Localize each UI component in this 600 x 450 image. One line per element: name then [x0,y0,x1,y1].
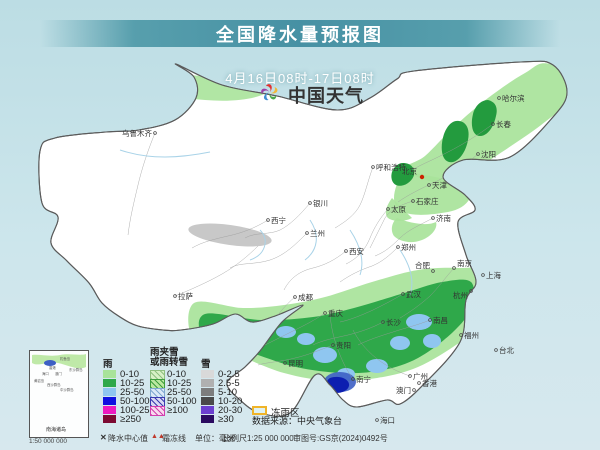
svg-text:长春: 长春 [496,119,511,129]
svg-text:东沙群岛: 东沙群岛 [69,367,83,372]
svg-text:武汉: 武汉 [406,289,421,299]
svg-text:台北: 台北 [499,345,514,355]
svg-text:上海: 上海 [486,270,501,280]
svg-text:海口: 海口 [42,371,49,376]
svg-text:重庆: 重庆 [328,308,343,318]
svg-text:南京: 南京 [457,258,472,268]
svg-text:郑州: 郑州 [401,242,416,252]
svg-text:银川: 银川 [313,199,328,208]
svg-text:合肥: 合肥 [415,260,430,270]
svg-text:哈尔滨: 哈尔滨 [502,93,525,103]
svg-text:西宁: 西宁 [271,215,286,225]
svg-text:澳门: 澳门 [396,385,411,395]
svg-text:石家庄: 石家庄 [416,196,439,206]
svg-text:福州: 福州 [464,331,479,340]
svg-text:拉萨: 拉萨 [178,291,193,301]
svg-text:西安: 西安 [349,246,364,256]
svg-text:成都: 成都 [298,292,313,302]
svg-text:天津: 天津 [432,181,447,190]
svg-text:杭州: 杭州 [453,290,468,300]
svg-text:沈阳: 沈阳 [481,149,496,159]
svg-text:兰州: 兰州 [310,228,325,238]
svg-text:南宁: 南宁 [356,374,371,384]
svg-text:钓鱼岛: 钓鱼岛 [60,356,71,361]
svg-text:香港: 香港 [422,378,437,388]
svg-text:海口: 海口 [380,415,395,425]
svg-text:北京: 北京 [402,166,417,176]
svg-text:乌鲁木齐: 乌鲁木齐 [122,128,152,138]
svg-text:西沙群岛: 西沙群岛 [47,382,61,387]
svg-text:贵阳: 贵阳 [336,340,351,350]
svg-text:长沙: 长沙 [386,317,401,327]
svg-text:南海诸岛: 南海诸岛 [46,426,66,433]
svg-text:太原: 太原 [391,204,406,214]
svg-text:南昌: 南昌 [433,315,448,325]
svg-text:济南: 济南 [436,213,451,223]
svg-text:中沙群岛: 中沙群岛 [60,387,74,392]
svg-text:香港: 香港 [49,365,56,370]
svg-text:澳门: 澳门 [55,371,62,376]
svg-text:黄岩岛: 黄岩岛 [34,378,45,383]
